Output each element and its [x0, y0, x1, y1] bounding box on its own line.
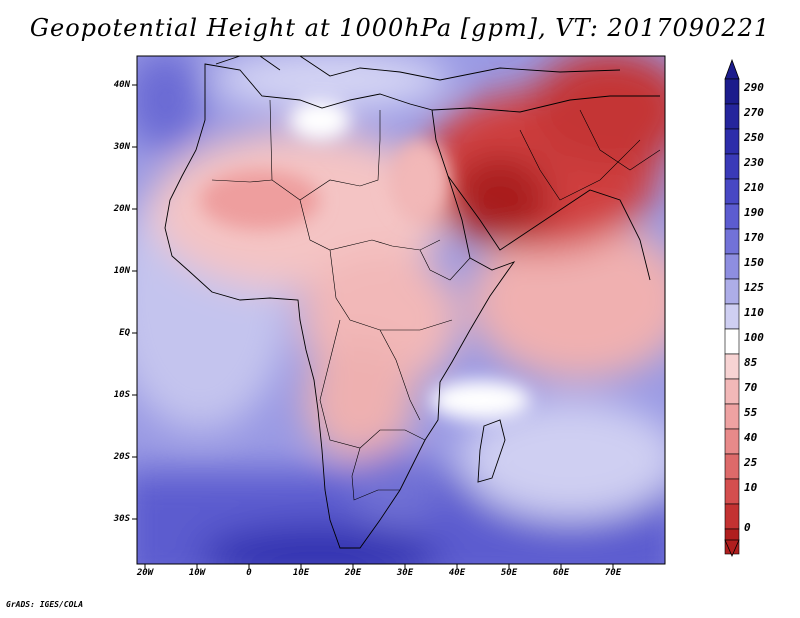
colorbar-swatch	[724, 278, 740, 305]
colorbar-label: 270	[744, 106, 764, 119]
map-field	[137, 56, 665, 564]
colorbar-swatch	[724, 403, 740, 430]
colorbar-swatch	[724, 228, 740, 255]
colorbar-bottom-arrow	[724, 539, 740, 557]
lat-label: EQ	[119, 328, 130, 338]
lon-label: 20E	[344, 568, 362, 578]
lat-label: 20S	[113, 452, 130, 462]
colorbar-swatch	[724, 378, 740, 405]
lon-label: 70E	[604, 568, 622, 578]
colorbar-swatch	[724, 103, 740, 130]
colorbar-label: 55	[744, 406, 758, 419]
colorbar-swatch	[724, 78, 740, 105]
lon-label: 60E	[552, 568, 570, 578]
colorbar-swatch	[724, 178, 740, 205]
colorbar-swatch	[724, 303, 740, 330]
lon-label: 40E	[448, 568, 466, 578]
lat-label: 20N	[113, 204, 130, 214]
colorbar-label: 100	[744, 331, 764, 344]
colorbar-label: 250	[744, 131, 764, 144]
grads-credit: GrADS: IGES/COLA	[6, 600, 84, 609]
colorbar-label: 290	[744, 81, 764, 94]
colorbar-swatch	[724, 353, 740, 380]
lon-label: 0	[246, 568, 252, 578]
lon-label: 20W	[136, 568, 154, 578]
colorbar-label: 170	[744, 231, 764, 244]
colorbar-label: 10	[744, 481, 758, 494]
lat-label: 40N	[113, 80, 130, 90]
country-borders	[211, 99, 661, 501]
colorbar-label: 110	[744, 306, 764, 319]
colorbar-label: 150	[744, 256, 764, 269]
colorbar-label: 230	[744, 156, 764, 169]
colorbar-label: 40	[744, 431, 758, 444]
colorbar-label: 0	[744, 521, 751, 534]
lon-label: 30E	[396, 568, 414, 578]
lon-label: 10E	[292, 568, 310, 578]
colorbar-swatch	[724, 328, 740, 355]
colorbar-swatch	[724, 453, 740, 480]
colorbar-label: 70	[744, 381, 758, 394]
colorbar-label: 125	[744, 281, 764, 294]
colorbar-label: 25	[744, 456, 758, 469]
colorbar-swatch	[724, 478, 740, 505]
colorbar-swatch	[724, 203, 740, 230]
colorbar-swatch	[724, 253, 740, 280]
map-title: Geopotential Height at 1000hPa [gpm], VT…	[29, 14, 771, 42]
lon-label: 10W	[188, 568, 206, 578]
axis-ticks	[132, 84, 614, 569]
lon-label: 50E	[500, 568, 518, 578]
lat-label: 30S	[113, 514, 130, 524]
colorbar-swatch	[724, 153, 740, 180]
lat-label: 10S	[113, 390, 130, 400]
colorbar-label: 210	[744, 181, 764, 194]
colorbar-swatch	[724, 503, 740, 530]
lat-label: 30N	[113, 142, 130, 152]
colorbar-swatch	[724, 428, 740, 455]
colorbar-label: 85	[744, 356, 758, 369]
map-frame	[136, 55, 666, 565]
colorbar-top-arrow	[724, 58, 740, 80]
colorbar-swatch	[724, 128, 740, 155]
colorbar-label: 190	[744, 206, 764, 219]
lat-label: 10N	[113, 266, 130, 276]
